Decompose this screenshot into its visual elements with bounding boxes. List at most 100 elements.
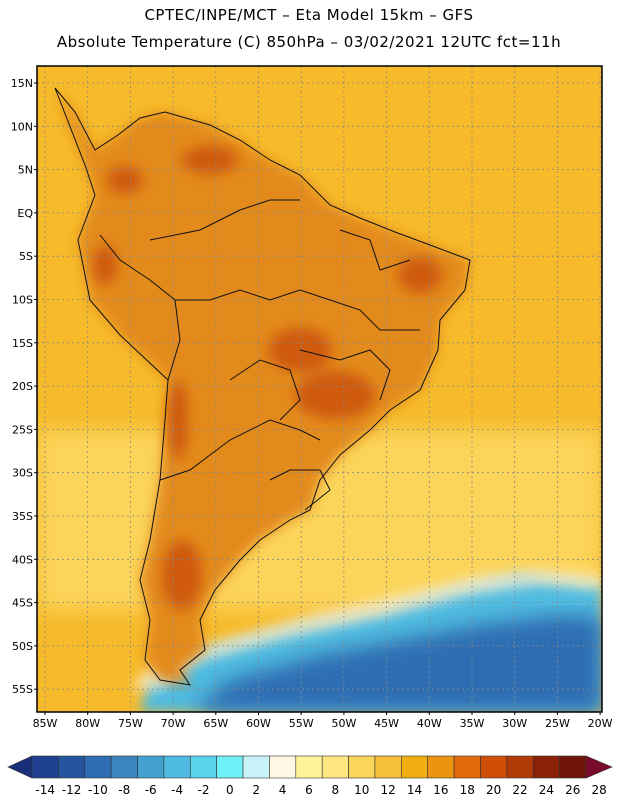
coastline	[54, 87, 471, 686]
colorbar-swatch	[480, 755, 508, 779]
graticule	[37, 66, 602, 712]
colorbar-swatch	[84, 755, 112, 779]
lon-label: 85W	[33, 717, 58, 730]
colorbar-swatch	[189, 755, 217, 779]
lat-label: 40S	[12, 553, 33, 566]
lat-label: 5S	[19, 250, 33, 263]
lat-label: 30S	[12, 467, 33, 480]
lat-label: 45S	[12, 597, 33, 610]
map-field	[37, 66, 602, 712]
colorbar-label: 28	[592, 783, 607, 797]
colorbar-swatch	[453, 755, 481, 779]
hot-spot-colombia	[107, 166, 143, 194]
colorbar-label: -2	[197, 783, 209, 797]
colorbar-swatch	[401, 755, 429, 779]
lon-label: 45W	[374, 717, 399, 730]
colorbar-swatch	[216, 755, 244, 779]
border-brazil-states-a	[329, 299, 420, 331]
border-argentina-north	[159, 419, 321, 481]
lon-label: 50W	[331, 717, 356, 730]
lon-label: 65W	[203, 717, 228, 730]
lon-label: 70W	[161, 717, 186, 730]
lon-label: 60W	[246, 717, 271, 730]
border-andes-west	[99, 234, 181, 381]
hot-spot-patagonia	[162, 540, 202, 610]
lat-label: 55S	[12, 683, 33, 696]
colorbar: -14 -12 -10 -8 -6 -4 -2 0 2 4 6 8 10 12 14 16 18 20 22 24 26…	[7, 755, 613, 797]
colorbar-swatch	[374, 755, 402, 779]
colorbar-label: 6	[305, 783, 313, 797]
lon-label: 75W	[118, 717, 143, 730]
colorbar-label: -12	[62, 783, 82, 797]
colorbar-swatch	[506, 755, 534, 779]
colorbar-swatch	[137, 755, 165, 779]
hot-spot-venezuela	[182, 146, 238, 174]
colorbar-swatch	[242, 755, 270, 779]
border-brazil-states-c	[339, 229, 411, 271]
chart-title-line1: CPTEC/INPE/MCT – Eta Model 15km – GFS	[144, 6, 474, 24]
colorbar-swatch	[269, 755, 297, 779]
colorbar-label: -10	[88, 783, 108, 797]
border-brazil-states-b	[299, 349, 391, 401]
country-borders	[54, 87, 471, 686]
border-paraguay	[229, 359, 301, 421]
lon-label: 55W	[289, 717, 314, 730]
colorbar-swatch	[321, 755, 349, 779]
border-bolivia-brazil	[175, 289, 331, 301]
hot-spot-andes	[168, 380, 188, 460]
lat-label: 25S	[12, 423, 33, 436]
colorbar-swatch	[348, 755, 376, 779]
lon-label: 35W	[460, 717, 485, 730]
transition-band	[130, 570, 602, 690]
colorbar-swatch	[559, 755, 587, 779]
colorbar-label: -6	[145, 783, 157, 797]
lon-label: 30W	[502, 717, 527, 730]
colorbar-label: -14	[35, 783, 55, 797]
colorbar-label: 24	[539, 783, 554, 797]
colorbar-low-arrow	[7, 755, 33, 779]
lat-label: EQ	[17, 207, 33, 220]
colorbar-label: 4	[279, 783, 287, 797]
hot-spot-southeast-brazil	[295, 371, 375, 419]
lon-label: 80W	[75, 717, 100, 730]
lat-label: 10S	[12, 294, 33, 307]
lon-label: 25W	[545, 717, 570, 730]
longitude-labels: 85W 80W 75W 70W 65W 60W 55W 50W 45W 40W 35W 30W 25W 2…	[33, 712, 613, 730]
coldest-water-band	[190, 615, 602, 712]
chart-title-line2: Absolute Temperature (C) 850hPa – 03/02/…	[56, 33, 562, 51]
lat-label: 35S	[12, 510, 33, 523]
colorbar-swatch	[532, 755, 560, 779]
hot-spot-peru	[93, 245, 117, 285]
map-frame	[36, 65, 603, 713]
colorbar-label: 10	[354, 783, 369, 797]
colorbar-label: -8	[118, 783, 130, 797]
colorbar-label: 16	[433, 783, 448, 797]
lat-label: 50S	[12, 640, 33, 653]
colorbar-label: 12	[381, 783, 396, 797]
colorbar-label: 20	[486, 783, 501, 797]
colorbar-label: 0	[226, 783, 234, 797]
colorbar-label: 2	[252, 783, 260, 797]
colorbar-label: 14	[407, 783, 422, 797]
lat-label: 5N	[18, 164, 33, 177]
colorbar-label: 26	[565, 783, 580, 797]
hot-spots	[93, 146, 442, 610]
colorbar-label: 18	[460, 783, 475, 797]
colorbar-label: 8	[332, 783, 340, 797]
lat-label: 10N	[11, 120, 33, 133]
border-colombia-brazil	[149, 199, 300, 241]
colorbar-swatch	[295, 755, 323, 779]
lon-label: 20W	[588, 717, 613, 730]
lat-label: 20S	[12, 380, 33, 393]
lat-label: 15N	[11, 77, 33, 90]
lat-label: 15S	[12, 337, 33, 350]
hot-spot-northeast-brazil	[398, 257, 442, 293]
colorbar-label: 22	[512, 783, 527, 797]
colorbar-swatch	[110, 755, 138, 779]
lon-label: 40W	[417, 717, 442, 730]
border-uruguay	[269, 469, 331, 511]
colorbar-swatch	[427, 755, 455, 779]
colorbar-label: -4	[171, 783, 183, 797]
colorbar-high-arrow	[585, 755, 613, 779]
